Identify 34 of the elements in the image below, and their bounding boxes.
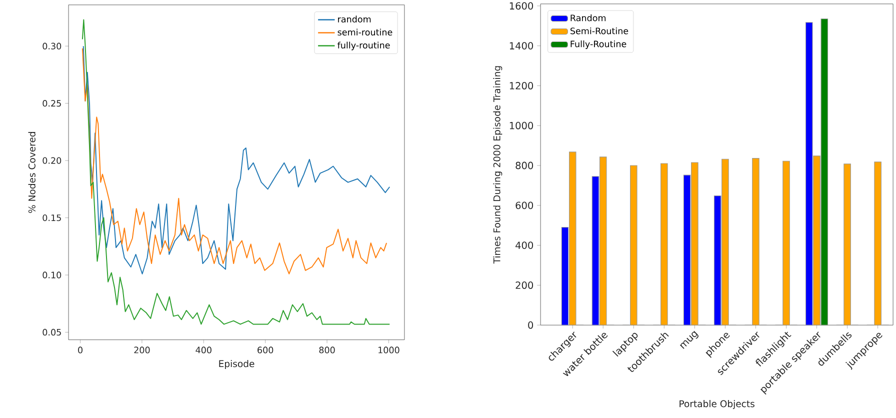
legend-label: Random (570, 14, 606, 22)
bar (813, 156, 820, 326)
bar (752, 158, 760, 326)
x-tick-label: 1000 (378, 346, 400, 354)
legend-label: Fully-Routine (570, 40, 626, 49)
y-tick-label: 400 (516, 242, 534, 249)
x-tick-label: 200 (134, 346, 150, 354)
legend-label: Semi-Routine (570, 27, 628, 34)
legend-label: random (338, 16, 371, 22)
x-axis-title: Portable Objects (680, 400, 754, 409)
y-tick-label: 800 (516, 162, 534, 170)
y-tick-label: 0.30 (42, 42, 62, 50)
x-axis-title: Episode (219, 360, 254, 369)
y-tick-label: 1000 (510, 122, 534, 130)
y-tick-label: 0.20 (42, 157, 62, 164)
x-tick-label: 800 (319, 346, 335, 354)
y-tick-label: 600 (516, 202, 534, 210)
legend-label: fully-routine (338, 42, 390, 50)
y-tick-label: 1400 (510, 42, 534, 50)
y-tick-label: 1600 (510, 2, 534, 10)
y-tick-label: 0.05 (42, 328, 61, 336)
y-tick-label: 0 (528, 321, 534, 329)
x-tick-label: 600 (258, 346, 274, 354)
y-tick-label: 0.10 (42, 272, 62, 278)
y-tick-label: 1200 (510, 82, 534, 90)
y-tick-label: 200 (516, 281, 534, 289)
y-tick-label: 0.25 (42, 100, 61, 107)
bar (782, 160, 790, 326)
y-tick-label: 0.15 (42, 214, 61, 222)
x-tick-label: 400 (196, 346, 212, 354)
y-axis-title: % Nodes Covered (28, 132, 36, 213)
y-axis-title: Times Found During 2000 Episode Training (493, 66, 502, 264)
x-tick-label: 0 (78, 346, 82, 354)
legend-label: semi-routine (338, 28, 392, 36)
